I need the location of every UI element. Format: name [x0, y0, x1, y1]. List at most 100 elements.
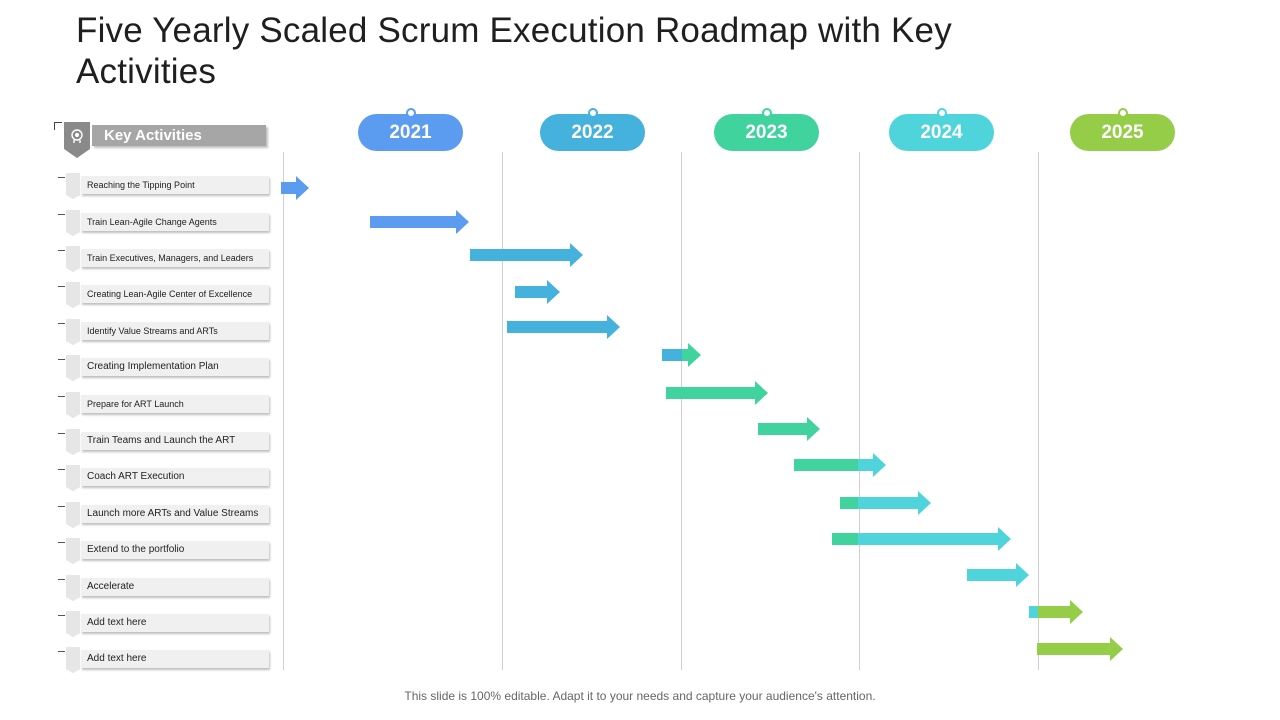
- arrow-shaft: [832, 533, 858, 545]
- arrow-shaft: [758, 423, 807, 435]
- activity-box: [81, 213, 269, 231]
- activity-row: Train Lean-Agile Change Agents: [58, 208, 278, 238]
- activity-label: Coach ART Execution: [87, 471, 185, 482]
- arrow-shaft: [1038, 606, 1070, 618]
- arrow-head-icon: [1070, 600, 1083, 624]
- activity-arrow: [794, 453, 886, 477]
- header-corner-mark: [54, 122, 62, 130]
- activity-label: Creating Lean-Agile Center of Excellence: [87, 289, 253, 299]
- row-tab: [66, 429, 80, 455]
- arrow-head-icon: [456, 210, 469, 234]
- activity-arrow: [370, 210, 469, 234]
- activity-arrow: [515, 280, 560, 304]
- slide-title: Five Yearly Scaled Scrum Execution Roadm…: [76, 11, 952, 91]
- activity-arrow: [832, 527, 1011, 551]
- activity-arrow: [470, 243, 583, 267]
- row-corner-mark: [58, 353, 65, 360]
- row-corner-mark: [58, 463, 65, 470]
- activity-arrow: [1029, 600, 1083, 624]
- year-pill-2022: 2022: [540, 108, 645, 151]
- activity-box: [81, 395, 269, 413]
- row-corner-mark: [58, 573, 65, 580]
- activity-box: [81, 468, 269, 486]
- arrow-shaft: [682, 349, 688, 361]
- activity-arrow: [840, 491, 931, 515]
- activity-box: [81, 432, 269, 450]
- activity-label: Add text here: [87, 617, 147, 628]
- row-corner-mark: [58, 244, 65, 251]
- activity-label: Accelerate: [87, 581, 135, 592]
- arrow-shaft: [858, 459, 873, 471]
- activity-arrow: [967, 563, 1029, 587]
- row-tab: [66, 282, 80, 308]
- year-pill-2025: 2025: [1070, 108, 1175, 151]
- grid-line: [283, 152, 284, 670]
- activity-row: Add text here: [58, 609, 278, 639]
- row-tab: [66, 647, 80, 673]
- activity-box: [81, 578, 269, 596]
- activity-label: Identify Value Streams and ARTs: [87, 326, 218, 336]
- activity-arrow: [662, 343, 701, 367]
- grid-line: [681, 152, 682, 670]
- row-corner-mark: [58, 208, 65, 215]
- year-label: 2024: [920, 122, 963, 143]
- arrow-shaft: [967, 569, 1016, 581]
- grid-line: [859, 152, 860, 670]
- activity-label: Add text here: [87, 653, 147, 664]
- row-corner-mark: [58, 317, 65, 324]
- pin-icon: [406, 108, 416, 118]
- activity-arrow: [758, 417, 820, 441]
- activity-row: Identify Value Streams and ARTs: [58, 317, 278, 347]
- grid-line: [502, 152, 503, 670]
- activity-arrow: [666, 381, 768, 405]
- activity-box: [81, 505, 269, 523]
- activity-box: [81, 285, 269, 303]
- arrow-shaft: [515, 286, 547, 298]
- row-corner-mark: [58, 427, 65, 434]
- arrow-head-icon: [755, 381, 768, 405]
- arrow-shaft: [281, 182, 296, 194]
- row-corner-mark: [58, 500, 65, 507]
- activity-box: [81, 322, 269, 340]
- activity-box: [81, 249, 269, 267]
- activity-row: Coach ART Execution: [58, 463, 278, 493]
- activity-row: Creating Implementation Plan: [58, 353, 278, 383]
- activity-label: Train Teams and Launch the ART: [87, 435, 236, 446]
- row-tab: [66, 575, 80, 601]
- row-corner-mark: [58, 536, 65, 543]
- row-corner-mark: [58, 609, 65, 616]
- activity-label: Train Lean-Agile Change Agents: [87, 217, 217, 227]
- row-tab: [66, 246, 80, 272]
- arrow-shaft: [858, 533, 998, 545]
- arrow-shaft: [794, 459, 858, 471]
- arrow-shaft: [666, 387, 755, 399]
- arrow-head-icon: [296, 176, 309, 200]
- arrow-shaft: [470, 249, 570, 261]
- pin-icon: [937, 108, 947, 118]
- grid-line: [1038, 152, 1039, 670]
- activity-row: Creating Lean-Agile Center of Excellence: [58, 280, 278, 310]
- activity-box: [81, 650, 269, 668]
- activity-row: Accelerate: [58, 573, 278, 603]
- row-tab: [66, 538, 80, 564]
- arrow-head-icon: [607, 315, 620, 339]
- activity-arrow: [507, 315, 620, 339]
- arrow-head-icon: [688, 343, 701, 367]
- activity-row: Train Teams and Launch the ART: [58, 427, 278, 457]
- key-activities-label: Key Activities: [104, 127, 202, 144]
- row-tab: [66, 392, 80, 418]
- activity-label: Prepare for ART Launch: [87, 399, 184, 409]
- arrow-head-icon: [873, 453, 886, 477]
- arrow-shaft: [370, 216, 456, 228]
- row-corner-mark: [58, 171, 65, 178]
- activity-row: Prepare for ART Launch: [58, 390, 278, 420]
- row-corner-mark: [58, 645, 65, 652]
- year-pill-2024: 2024: [889, 108, 994, 151]
- row-tab: [66, 319, 80, 345]
- pin-icon: [762, 108, 772, 118]
- year-label: 2025: [1101, 122, 1144, 143]
- row-corner-mark: [58, 390, 65, 397]
- arrow-shaft: [1029, 606, 1038, 618]
- arrow-head-icon: [1110, 637, 1123, 661]
